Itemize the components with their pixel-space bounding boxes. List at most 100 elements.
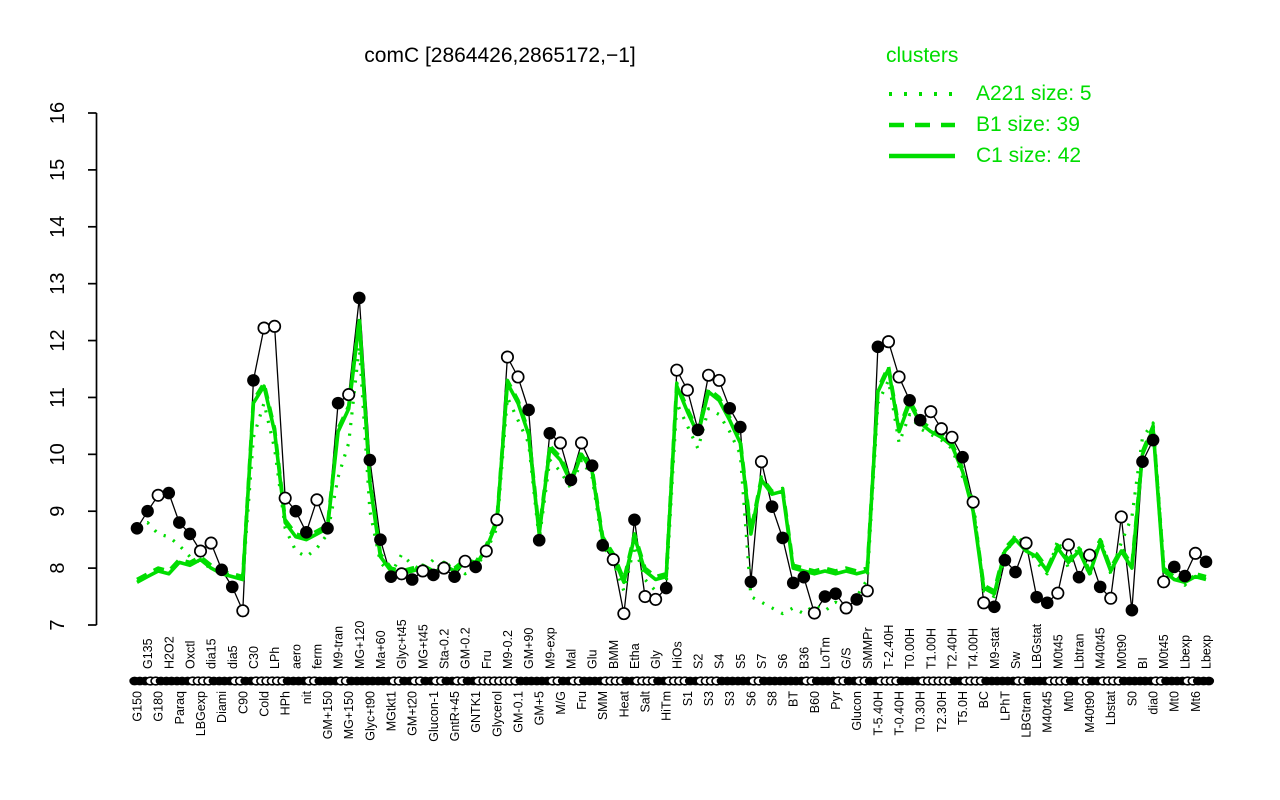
x-tick-label: M9-tran (332, 626, 346, 669)
data-point-open (754, 455, 769, 469)
data-point-filled (384, 570, 398, 583)
x-tick-label: Pyr (829, 691, 843, 710)
data-point-open (1051, 586, 1065, 600)
axis-marker (1203, 676, 1215, 686)
x-tick-label: S6 (776, 654, 790, 669)
x-tick-label: Diami (215, 691, 229, 723)
x-tick-label: SMM (596, 691, 610, 720)
legend-entry-label: A221 size: 5 (976, 81, 1092, 105)
x-tick-label: S2 (691, 654, 705, 669)
data-point-filled (628, 513, 641, 527)
data-point-open (881, 335, 896, 349)
x-tick-label: Glucon (850, 691, 864, 731)
y-tick-label: 8 (47, 563, 69, 574)
data-point-open (151, 488, 165, 502)
x-tick-label: T2.40H (945, 628, 959, 669)
x-tick-label: Sta-0.2 (437, 629, 451, 669)
x-tick-label: GM+90 (522, 628, 536, 669)
x-tick-label: Mt0 (1062, 691, 1076, 712)
x-tick-label: HiTm (660, 691, 674, 721)
x-tick-label: S0 (1125, 691, 1139, 706)
x-tick-label: Lbtran (1072, 634, 1086, 669)
data-point-filled (532, 533, 546, 547)
data-point-filled (797, 570, 811, 584)
data-point-filled (522, 403, 535, 417)
x-tick-label: S7 (755, 654, 769, 669)
x-tick-label: MG+t45 (416, 624, 430, 669)
solid-line-swatch (889, 153, 955, 158)
data-point-open (395, 567, 409, 581)
x-tick-label: Glyc+t45 (395, 619, 409, 669)
x-tick-label: Lbexp (1178, 635, 1192, 669)
x-tick-label: HiOs (670, 641, 684, 669)
x-tick-label: T-5.40H (871, 691, 885, 735)
data-point-filled (215, 563, 228, 577)
data-point-open (310, 493, 324, 507)
x-tick-label: BT (787, 691, 801, 707)
x-tick-label: B60 (808, 691, 822, 713)
x-tick-label: Lbstat (1104, 690, 1118, 725)
data-point-filled (765, 500, 779, 513)
data-point-open (680, 383, 694, 397)
data-point-open (268, 319, 282, 333)
dashed-line-swatch (889, 122, 955, 127)
x-tick-label: H2O2 (162, 636, 176, 669)
x-tick-label: LPhT (998, 691, 1012, 721)
x-tick-label: Glucon-1 (427, 691, 441, 742)
x-tick-label: M40t90 (1083, 691, 1097, 733)
data-point-filled (300, 525, 313, 539)
x-tick-label: G150 (131, 691, 145, 722)
x-tick-label: M40t45 (1041, 691, 1055, 733)
x-tick-label: GM+t20 (406, 691, 420, 736)
data-point-open (1114, 510, 1128, 524)
data-point-filled (1030, 590, 1043, 604)
legend-title: clusters (886, 44, 959, 67)
x-tick-label: C30 (247, 646, 261, 669)
x-tick-label: S8 (766, 691, 780, 706)
x-tick-label: T2.30H (935, 691, 949, 732)
data-point-open (860, 584, 874, 598)
x-tick-label: MG+150 (342, 691, 356, 739)
data-point-filled (723, 401, 737, 415)
data-point-filled (1072, 570, 1086, 584)
x-tick-label: G180 (152, 691, 166, 722)
data-point-open (1157, 575, 1171, 589)
data-point-open (204, 536, 218, 550)
data-point-filled (141, 504, 154, 518)
data-point-open (924, 405, 938, 419)
x-tick-label: LPh (268, 647, 282, 669)
data-point-filled (564, 473, 578, 487)
x-tick-label: ferm (310, 644, 324, 669)
y-tick-label: 14 (47, 216, 69, 238)
x-tick-label: T1.00H (924, 628, 938, 669)
data-point-open (649, 592, 663, 606)
x-tick-label: Glyc+t90 (363, 691, 377, 741)
x-tick-label: S5 (734, 654, 748, 669)
data-point-open (1083, 548, 1097, 562)
data-point-open (416, 564, 430, 578)
data-point-filled (321, 521, 334, 535)
x-tick-label: M0t90 (1115, 634, 1129, 669)
x-tick-label: Heat (617, 690, 631, 717)
data-point-filled (786, 576, 800, 590)
data-point-open (606, 553, 620, 567)
x-tick-label: nit (300, 690, 314, 704)
data-point-filled (162, 486, 176, 500)
x-tick-label: Gly (649, 650, 663, 670)
data-point-open (574, 436, 589, 450)
data-point-open (236, 604, 250, 618)
cluster-legend: clusters A221 size: 5 B1 size: 39 C1 siz… (886, 44, 1092, 171)
x-tick-label: Fru (480, 650, 494, 669)
data-point-filled (744, 575, 758, 589)
x-tick-label: aero (289, 644, 303, 669)
x-tick-label: B36 (797, 647, 811, 669)
data-point-open (479, 544, 493, 558)
data-point-open (437, 561, 451, 575)
data-point-open (500, 350, 514, 364)
data-point-filled (850, 593, 864, 606)
x-tick-label: M9-0.2 (501, 630, 515, 669)
data-point-filled (733, 420, 747, 434)
x-tick-label: M/G (554, 691, 568, 715)
y-tick-label: 11 (47, 387, 69, 408)
x-tick-label: LBGstat (1030, 623, 1044, 669)
